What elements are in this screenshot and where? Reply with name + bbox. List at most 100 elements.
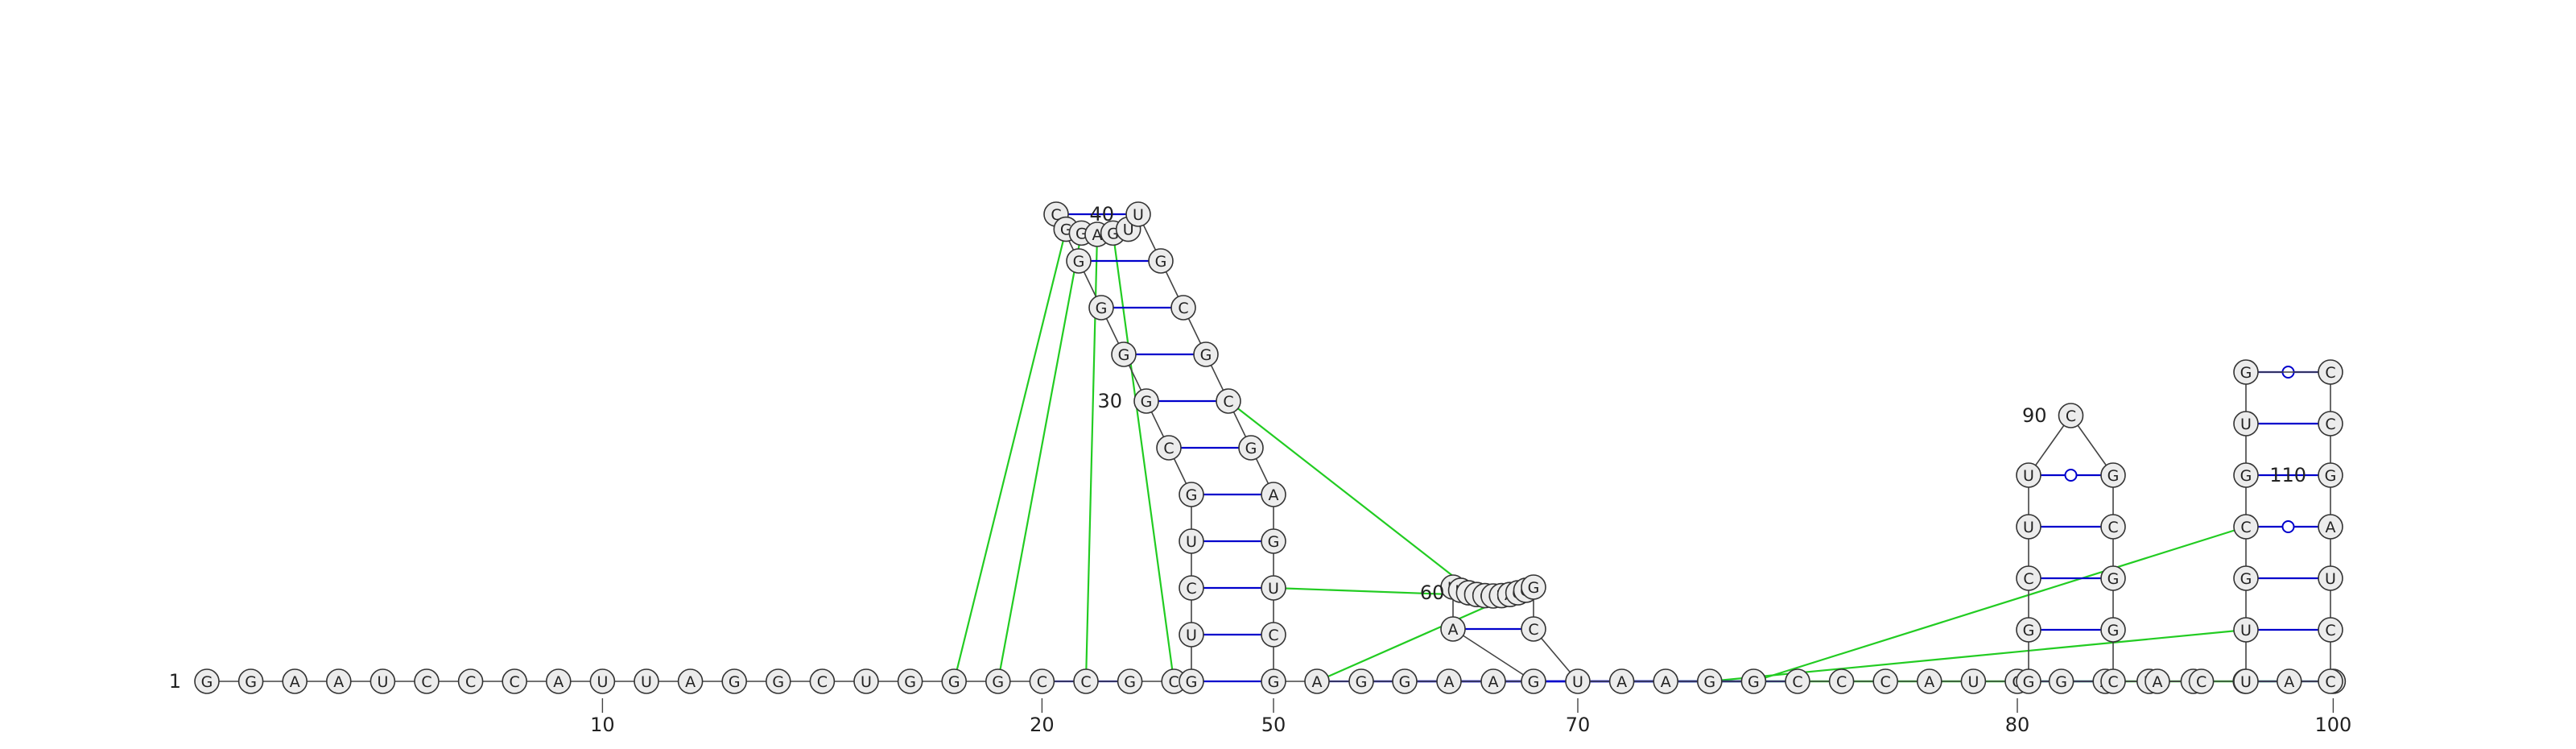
position-label: 30 bbox=[1097, 390, 1122, 412]
nucleotide-letter: A bbox=[1661, 673, 1671, 691]
nucleotide-circle bbox=[1261, 528, 1286, 554]
nucleotide-circle bbox=[1697, 668, 1723, 694]
nucleotide-circle bbox=[325, 668, 352, 694]
nucleotide-circle bbox=[2016, 462, 2041, 488]
nucleotide-circle bbox=[1179, 668, 1204, 694]
nucleotide-circle bbox=[2188, 668, 2215, 694]
nucleotide-letter: U bbox=[1268, 580, 1279, 598]
nucleotide-letter: G bbox=[1186, 673, 1198, 691]
nucleotide-circle bbox=[2233, 617, 2259, 643]
nucleotide-letter: U bbox=[2240, 416, 2252, 433]
position-label: 20 bbox=[1030, 714, 1055, 736]
nucleotide-circle bbox=[2233, 462, 2259, 488]
nucleotide-letter: G bbox=[1186, 486, 1198, 504]
nucleotide-letter: U bbox=[641, 673, 652, 691]
position-label-layer: 1102030405060708090100110120122 bbox=[169, 203, 2352, 736]
nucleotide-letter: G bbox=[1075, 225, 1088, 242]
nucleotide-circle bbox=[2100, 462, 2126, 488]
nucleotide-letter: C bbox=[2196, 673, 2207, 691]
nucleotide-circle bbox=[502, 668, 528, 694]
nucleotide-circle bbox=[1193, 341, 1219, 367]
nucleotide-circle bbox=[1392, 668, 1418, 694]
nucleotide-letter: G bbox=[2240, 570, 2252, 588]
nucleotide-letter: G bbox=[1399, 673, 1411, 691]
nucleotide-circle bbox=[2318, 411, 2343, 437]
nucleotide-letter: U bbox=[597, 673, 608, 691]
position-label: 90 bbox=[2022, 404, 2047, 427]
nucleotide-circle bbox=[1148, 248, 1174, 274]
nucleotide-circle bbox=[1216, 388, 1241, 414]
nucleotide-letter: C bbox=[2325, 673, 2335, 691]
position-label: 50 bbox=[1261, 714, 1286, 736]
nucleotide-circle bbox=[1521, 616, 1546, 642]
nucleotide-letter: A bbox=[553, 673, 564, 691]
nucleotide-circle bbox=[2100, 617, 2126, 643]
nucleotide-letter: C bbox=[1792, 673, 1802, 691]
nucleotide-circle bbox=[1440, 616, 1466, 642]
nucleotide-circle bbox=[2100, 565, 2126, 591]
nucleotide-letter: G bbox=[992, 673, 1004, 691]
nucleotide-letter: U bbox=[861, 673, 872, 691]
nucleotide-circle bbox=[1608, 668, 1635, 694]
nucleotide-letter: C bbox=[1223, 393, 1233, 411]
nucleotide-letter: U bbox=[1572, 673, 1583, 691]
nucleotide-circle bbox=[2233, 514, 2259, 540]
nucleotide-letter: C bbox=[1178, 300, 1188, 317]
nucleotide-circle bbox=[2016, 668, 2041, 694]
nucleotide-letter: G bbox=[1073, 253, 1085, 271]
nucleotide-letter: C bbox=[1836, 673, 1847, 691]
position-label: 40 bbox=[1089, 203, 1114, 226]
nucleotide-letter: A bbox=[290, 673, 300, 691]
nucleotide-letter: C bbox=[2107, 519, 2118, 536]
nucleotide-circle bbox=[765, 668, 791, 694]
nucleotide-circle bbox=[2058, 403, 2084, 428]
nucleotide-letter: G bbox=[2240, 467, 2252, 485]
nucleotide-circle bbox=[1261, 668, 1286, 694]
nucleotide-circle bbox=[1066, 248, 1092, 274]
nucleotide-circle bbox=[1261, 482, 1286, 507]
nucleotide-circle bbox=[853, 668, 879, 694]
nucleotide-letter: A bbox=[685, 673, 696, 691]
nucleotide-letter: A bbox=[2326, 519, 2336, 536]
nucleotide-circle bbox=[1117, 668, 1143, 694]
nucleotide-circle bbox=[414, 668, 440, 694]
nucleotide-letter: A bbox=[1488, 673, 1499, 691]
nucleotide-circle bbox=[1125, 201, 1151, 227]
nucleotide-letter: G bbox=[1124, 673, 1136, 691]
nucleotide-letter: C bbox=[1880, 673, 1891, 691]
nucleotide-letter: C bbox=[817, 673, 828, 691]
pseudoknot-pair bbox=[1228, 400, 1478, 596]
nucleotide-circle bbox=[985, 668, 1011, 694]
nucleotide-circle bbox=[2048, 668, 2074, 694]
nucleotide-circle bbox=[2318, 514, 2343, 540]
nucleotide-letter: A bbox=[333, 673, 344, 691]
nucleotide-circle bbox=[897, 668, 923, 694]
nucleotide-letter: C bbox=[2240, 519, 2251, 536]
nucleotide-letter: U bbox=[1186, 627, 1197, 644]
nucleotide-letter: G bbox=[2107, 570, 2120, 588]
position-label: 110 bbox=[2269, 464, 2306, 486]
nucleotide-circle bbox=[2016, 617, 2041, 643]
nucleotide-letter: C bbox=[1268, 627, 1278, 644]
nucleotide-letter: C bbox=[2066, 408, 2076, 425]
nucleotide-circle bbox=[1480, 668, 1506, 694]
nucleotide-circle bbox=[1073, 668, 1099, 694]
nucleotide-circle bbox=[237, 668, 264, 694]
nucleotide-circle bbox=[721, 668, 748, 694]
nucleotide-circle bbox=[2233, 411, 2259, 437]
nucleotide-letter: G bbox=[2023, 622, 2035, 639]
nucleotide-circle bbox=[545, 668, 572, 694]
nucleotide-letter: U bbox=[1186, 533, 1197, 551]
nucleotide-letter: U bbox=[377, 673, 388, 691]
nucleotide-circle bbox=[1238, 435, 1264, 461]
nucleotide-letter: U bbox=[2325, 570, 2336, 588]
nucleotide-circle bbox=[1828, 668, 1855, 694]
nucleotide-letter: G bbox=[2055, 673, 2067, 691]
nucleotide-letter: G bbox=[1200, 346, 1212, 364]
nucleotide-letter: G bbox=[2023, 673, 2035, 691]
nucleotide-circle bbox=[1917, 668, 1942, 694]
nucleotide-letter: G bbox=[729, 673, 741, 691]
nucleotide-circle bbox=[809, 668, 836, 694]
nucleotide-circle bbox=[589, 668, 616, 694]
nucleotide-letter: G bbox=[1528, 673, 1540, 691]
